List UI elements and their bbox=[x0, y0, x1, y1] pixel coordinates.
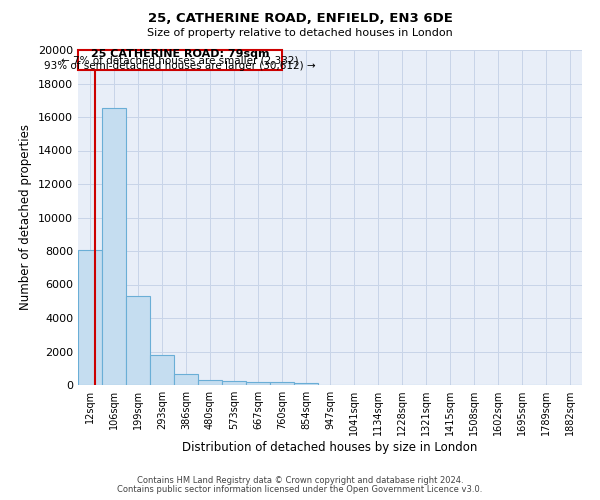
Bar bbox=[174, 374, 198, 385]
Bar bbox=[294, 383, 318, 385]
Bar bbox=[126, 296, 150, 385]
Bar bbox=[150, 354, 174, 385]
Text: 93% of semi-detached houses are larger (30,612) →: 93% of semi-detached houses are larger (… bbox=[44, 61, 316, 71]
Bar bbox=[102, 108, 126, 385]
Bar bbox=[270, 382, 294, 385]
Text: 25 CATHERINE ROAD: 79sqm: 25 CATHERINE ROAD: 79sqm bbox=[91, 49, 269, 59]
X-axis label: Distribution of detached houses by size in London: Distribution of detached houses by size … bbox=[182, 441, 478, 454]
Text: Contains HM Land Registry data © Crown copyright and database right 2024.: Contains HM Land Registry data © Crown c… bbox=[137, 476, 463, 485]
Text: ← 7% of detached houses are smaller (2,332): ← 7% of detached houses are smaller (2,3… bbox=[61, 55, 299, 65]
FancyBboxPatch shape bbox=[78, 50, 282, 70]
Bar bbox=[78, 250, 102, 385]
Bar bbox=[246, 382, 270, 385]
Text: Size of property relative to detached houses in London: Size of property relative to detached ho… bbox=[147, 28, 453, 38]
Y-axis label: Number of detached properties: Number of detached properties bbox=[19, 124, 32, 310]
Text: 25, CATHERINE ROAD, ENFIELD, EN3 6DE: 25, CATHERINE ROAD, ENFIELD, EN3 6DE bbox=[148, 12, 452, 26]
Text: Contains public sector information licensed under the Open Government Licence v3: Contains public sector information licen… bbox=[118, 484, 482, 494]
Bar bbox=[222, 381, 246, 385]
Bar bbox=[198, 380, 222, 385]
